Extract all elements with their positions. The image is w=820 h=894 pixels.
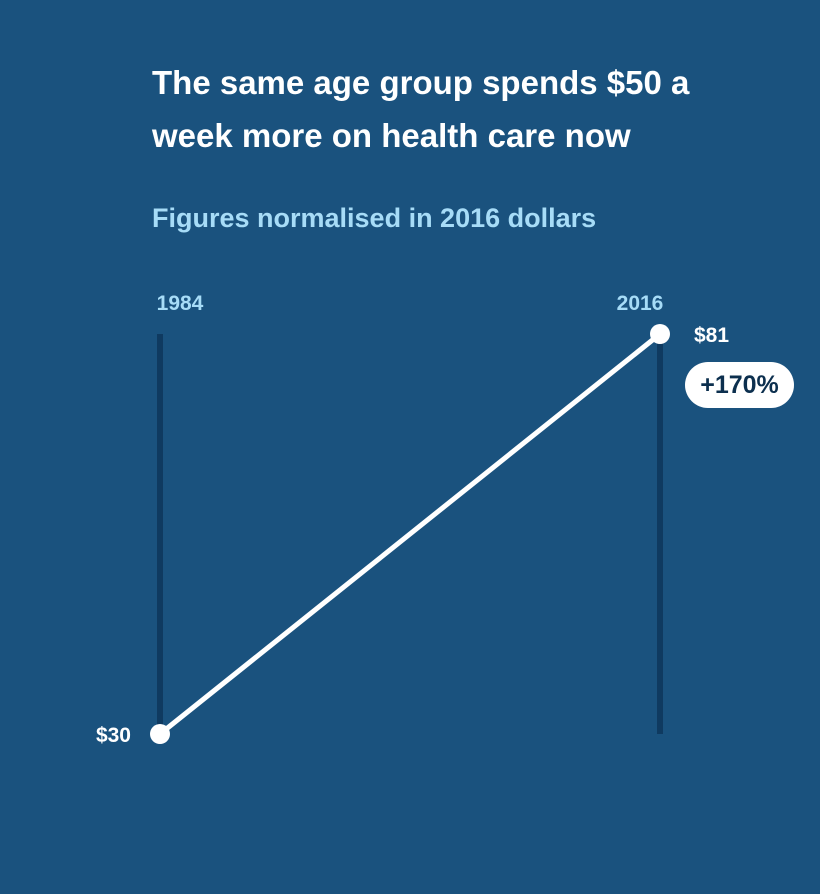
chart-labels: 1984 2016 $30 $81 <box>96 292 729 747</box>
slope-lines <box>157 331 663 737</box>
year-label-2016: 2016 <box>617 292 664 315</box>
data-points <box>150 324 670 744</box>
data-point-1984 <box>150 724 170 744</box>
data-point-2016 <box>650 324 670 344</box>
value-label-1984: $30 <box>96 724 131 747</box>
year-label-1984: 1984 <box>157 292 204 315</box>
value-label-2016: $81 <box>694 324 729 347</box>
slope-line <box>157 331 663 737</box>
chart-subtitle: Figures normalised in 2016 dollars <box>152 203 597 233</box>
year-axes <box>157 334 663 734</box>
chart-title: The same age group spends $50 a week mor… <box>152 64 690 154</box>
percent-change-badge: +170% <box>685 362 794 408</box>
